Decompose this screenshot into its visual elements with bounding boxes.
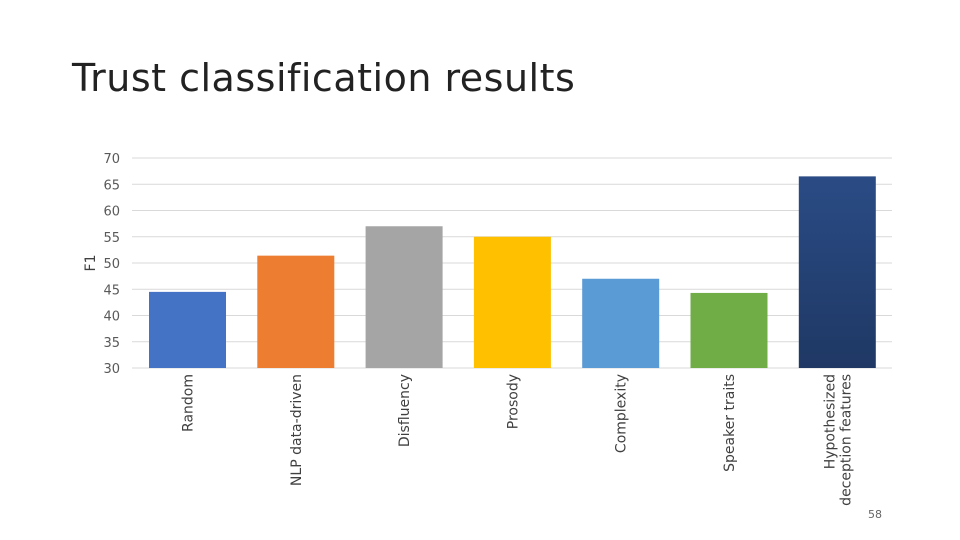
y-tick-label: 60 <box>103 205 120 220</box>
y-tick-label: 35 <box>103 336 120 351</box>
category-label: Disfluency <box>397 374 413 447</box>
y-tick-label: 40 <box>103 310 120 325</box>
bar <box>798 176 876 368</box>
bar <box>473 236 551 368</box>
y-axis-ticks: 70 65 60 55 50 45 40 35 30 <box>103 152 120 377</box>
page-number: 58 <box>868 508 882 521</box>
y-tick-label: 55 <box>103 231 120 246</box>
y-tick-label: 50 <box>103 257 120 272</box>
y-axis-label: F1 <box>83 255 99 272</box>
y-tick-label: 45 <box>103 283 120 298</box>
category-labels: Random NLP data-driven Disfluency Prosody Co… <box>181 374 855 506</box>
category-label: Prosody <box>505 374 521 429</box>
y-tick-label: 65 <box>103 178 120 193</box>
slide-title: Trust classification results <box>72 56 576 100</box>
category-label: Hypothesized <box>822 374 838 469</box>
bar <box>257 255 335 368</box>
category-label: NLP data-driven <box>289 374 305 486</box>
category-label: Complexity <box>614 374 630 453</box>
bar <box>149 291 226 368</box>
category-label: Speaker traits <box>722 374 738 472</box>
bars <box>149 176 876 368</box>
bar <box>582 278 660 368</box>
y-tick-label: 30 <box>103 362 120 377</box>
bar <box>365 226 443 368</box>
category-label: deception features <box>838 374 854 506</box>
y-tick-label: 70 <box>103 152 120 167</box>
category-label: Random <box>181 374 197 432</box>
bar <box>690 292 768 368</box>
